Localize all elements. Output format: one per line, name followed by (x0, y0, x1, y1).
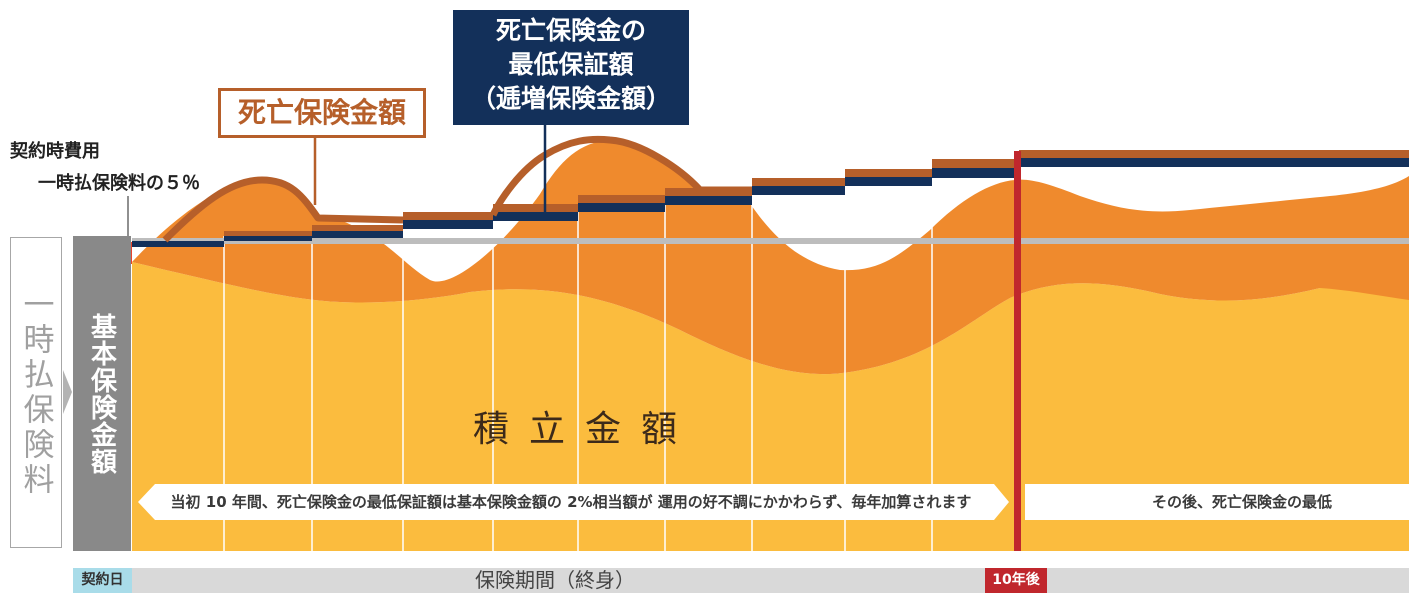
minimum-guarantee-steps (132, 150, 1409, 247)
after-decade-text: その後、死亡保険金の最低 (1152, 493, 1333, 511)
guarantee-line-2: 最低保証額 (508, 50, 634, 79)
ten-years-label: 10年後 (985, 568, 1047, 593)
fee-detail: 一時払保険料の５％ (38, 173, 200, 194)
death-benefit-area (132, 139, 1409, 375)
premium-arrow-icon (63, 370, 72, 414)
death-benefit-callout: 死亡保険金額 (218, 88, 426, 138)
accumulation-label: 積立金額 (472, 409, 697, 450)
single-premium-label: 一時払保険料 (17, 287, 54, 498)
insurance-period-label: 保険期間（終身） (475, 568, 635, 592)
contract-day-label: 契約日 (73, 568, 132, 593)
single-premium-box (10, 237, 62, 548)
basic-amount-label: 基本保険金額 (86, 312, 117, 475)
ten-year-marker-line (1014, 151, 1021, 551)
fee-title: 契約時費用 (10, 141, 100, 162)
guarantee-line-3: （逓増保険金額） (470, 84, 671, 113)
minimum-guarantee-callout: 死亡保険金の 最低保証額 （逓増保険金額） (453, 10, 689, 125)
first-decade-ribbon (138, 484, 1009, 520)
basic-amount-column (73, 236, 131, 551)
timeline-bar (73, 568, 1409, 593)
first-decade-text: 当初 10 年間、死亡保険金の最低保証額は基本保険金額の 2%相当額が 運用の好… (170, 493, 972, 511)
after-decade-ribbon (1025, 484, 1409, 520)
accumulation-area (132, 262, 1409, 551)
death-benefit-curve (162, 135, 752, 243)
guarantee-line-1: 死亡保険金の (495, 16, 646, 45)
